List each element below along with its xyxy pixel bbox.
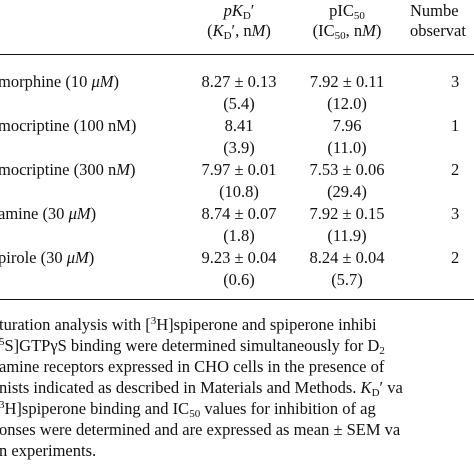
footnote-line-6: onses were determined and are expressed …: [0, 420, 401, 439]
footnote-line-4: nists indicated as described in Material…: [0, 378, 403, 399]
header-pic50-line2: (IC50, nM): [312, 21, 382, 42]
footnote-line-7: n experiments.: [0, 441, 97, 460]
footnote-line-2: 5S]GTPγS binding were determined simulta…: [0, 336, 385, 357]
agonist-morphine: morphine (10 μM): [0, 72, 120, 91]
pic50-value: 7.96: [332, 116, 362, 135]
kd-value: (3.9): [223, 138, 255, 157]
kd-value: (5.4): [223, 94, 255, 113]
n-value: 3: [451, 204, 460, 223]
header-pic50-line1: pIC50: [329, 1, 365, 22]
footnote-line-5: 3H]spiperone binding and IC50 values for…: [0, 399, 376, 420]
n-value: 1: [451, 116, 460, 135]
ic50-value: (5.7): [331, 270, 363, 289]
n-value: 2: [451, 160, 460, 179]
pic50-value: 7.53 ± 0.06: [309, 160, 385, 179]
header-n-line2: observat: [410, 21, 466, 40]
agonist-dopamine: amine (30 μM): [0, 204, 97, 223]
kd-value: (1.8): [223, 226, 255, 245]
kd-value: (0.6): [223, 270, 255, 289]
footnote-line-3: amine receptors expressed in CHO cells i…: [0, 357, 385, 376]
header-pkd: pKD′ (KD′, nM): [180, 1, 298, 42]
pkd-value: 9.23 ± 0.04: [201, 248, 277, 267]
n-value: 2: [451, 248, 460, 267]
table-bottom-rule: [0, 299, 474, 301]
header-pkd-line1: pKD′: [223, 1, 255, 22]
pkd-value: 7.97 ± 0.01: [201, 160, 277, 179]
agonist-bromocriptine-100: mocriptine (100 nM): [0, 116, 137, 135]
ic50-value: (11.9): [327, 226, 367, 245]
pic50-value: 8.24 ± 0.04: [309, 248, 385, 267]
header-pkd-line2: (KD′, nM): [207, 21, 271, 42]
header-pic50: pIC50 (IC50, nM): [292, 1, 402, 42]
footnote-line-1: turation analysis with [3H]spiperone and…: [0, 315, 377, 334]
kd-value: (10.8): [219, 182, 259, 201]
pic50-value: 7.92 ± 0.11: [309, 72, 385, 91]
n-value: 3: [451, 72, 460, 91]
header-n-line1: Numbe: [410, 1, 459, 20]
pic50-value: 7.92 ± 0.15: [309, 204, 385, 223]
pkd-value: 8.74 ± 0.07: [201, 204, 277, 223]
header-n: Numbe observat: [410, 1, 466, 41]
header-rule: [0, 54, 474, 56]
pkd-value: 8.41: [224, 116, 254, 135]
agonist-quinpirole: pirole (30 μM): [0, 248, 95, 267]
ic50-value: (12.0): [327, 94, 367, 113]
agonist-bromocriptine-300: mocriptine (300 nM): [0, 160, 136, 179]
pkd-value: 8.27 ± 0.13: [201, 72, 277, 91]
ic50-value: (29.4): [327, 182, 367, 201]
ic50-value: (11.0): [327, 138, 367, 157]
